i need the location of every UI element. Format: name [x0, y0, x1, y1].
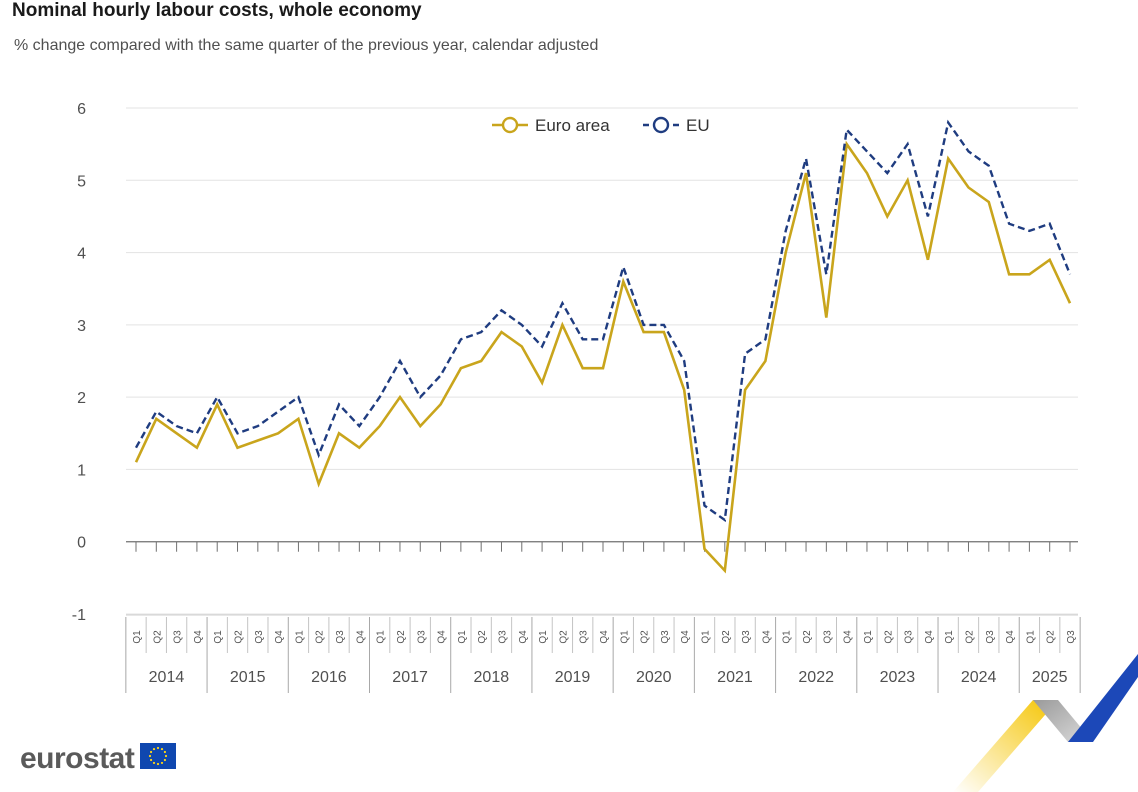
chart-subtitle: % change compared with the same quarter …: [14, 37, 599, 54]
x-axis: Q1 Q2 Q3 Q4 2014 Q1 Q2 Q3 Q4 2015 Q1 Q2 Q3 Q4 2016 Q1 Q2…: [125, 541, 1081, 693]
corner-decoration: [953, 654, 1138, 792]
y-tick-label: 4: [77, 246, 86, 263]
quarter-label: Q3: [904, 630, 915, 644]
flag-star: [152, 747, 155, 751]
flag-star: [148, 754, 151, 758]
quarter-label: Q4: [843, 630, 854, 644]
series-line-euro-area: [134, 140, 1072, 574]
y-tick-label: 0: [77, 535, 86, 552]
y-axis: -1 0 1 2 3 4 5 6: [72, 101, 86, 624]
quarter-label: Q3: [660, 630, 671, 644]
flag-star: [152, 761, 155, 765]
quarter-label: Q3: [1066, 630, 1077, 644]
quarter-label: Q1: [538, 630, 549, 644]
quarter-label: Q4: [680, 630, 691, 644]
quarter-label: Q2: [721, 630, 732, 644]
y-tick-label: 6: [77, 101, 86, 118]
quarter-label: Q1: [294, 630, 305, 644]
quarter-label: Q4: [193, 630, 204, 644]
year-label: 2016: [311, 669, 347, 686]
quarter-label: Q4: [761, 630, 772, 644]
quarter-label: Q2: [1046, 630, 1057, 644]
flag-star: [156, 746, 159, 750]
quarter-label: Q4: [518, 630, 529, 644]
quarter-label: Q3: [822, 630, 833, 644]
year-label: 2015: [230, 669, 266, 686]
flag-star: [149, 758, 152, 762]
year-label: 2024: [961, 669, 997, 686]
year-label: 2021: [717, 669, 753, 686]
quarter-label: Q3: [985, 630, 996, 644]
flag-star: [164, 754, 167, 758]
quarter-label: Q1: [619, 630, 630, 644]
quarter-label: Q4: [355, 630, 366, 644]
quarter-label: Q1: [457, 630, 468, 644]
series-line-eu: [134, 119, 1072, 523]
quarter-label: Q1: [944, 630, 955, 644]
quarter-label: Q2: [315, 630, 326, 644]
eurostat-logo: eurostat: [20, 742, 176, 776]
quarter-label: Q3: [254, 630, 265, 644]
flag-star: [160, 761, 163, 765]
legend-marker-icon: [501, 116, 519, 134]
y-tick-label: 1: [77, 462, 86, 479]
year-label: 2019: [555, 669, 591, 686]
legend-item-euro-area[interactable]: Euro area: [492, 116, 610, 135]
quarter-label: Q1: [863, 630, 874, 644]
quarter-label: Q3: [497, 630, 508, 644]
y-tick-label: -1: [72, 607, 86, 624]
grid-lines: [126, 107, 1078, 615]
quarter-label: Q1: [782, 630, 793, 644]
year-label: 2020: [636, 669, 672, 686]
y-tick-label: 2: [77, 390, 86, 407]
y-tick-label: 5: [77, 173, 86, 190]
quarter-label: Q1: [132, 630, 143, 644]
quarter-label: Q3: [416, 630, 427, 644]
quarter-label: Q2: [802, 630, 813, 644]
flag-star: [156, 762, 159, 766]
quarter-label: Q2: [558, 630, 569, 644]
quarter-label: Q3: [579, 630, 590, 644]
chart-title: Nominal hourly labour costs, whole econo…: [12, 0, 422, 21]
quarter-label: Q2: [640, 630, 651, 644]
series-lines: [134, 119, 1072, 574]
quarter-label: Q1: [1025, 630, 1036, 644]
year-label: 2014: [149, 669, 185, 686]
legend[interactable]: Euro area EU: [492, 116, 710, 135]
quarter-label: Q3: [335, 630, 346, 644]
quarter-label: Q2: [883, 630, 894, 644]
eu-flag-icon: [139, 743, 176, 769]
flag-star: [149, 750, 152, 754]
quarter-label: Q1: [376, 630, 387, 644]
quarter-label: Q1: [213, 630, 224, 644]
year-label: 2018: [474, 669, 510, 686]
legend-marker-icon: [652, 116, 670, 134]
quarter-label: Q2: [234, 630, 245, 644]
legend-label: Euro area: [535, 116, 610, 135]
quarter-label: Q2: [477, 630, 488, 644]
flag-star: [160, 747, 163, 751]
quarter-label: Q4: [274, 630, 285, 644]
quarter-label: Q4: [599, 630, 610, 644]
flag-star: [163, 758, 166, 762]
quarter-label: Q4: [1005, 630, 1016, 644]
quarter-label: Q4: [437, 630, 448, 644]
flag-star: [163, 750, 166, 754]
year-label: 2025: [1032, 669, 1068, 686]
quarter-label: Q1: [701, 630, 712, 644]
year-label: 2022: [798, 669, 834, 686]
y-tick-label: 3: [77, 318, 86, 335]
quarter-label: Q3: [173, 630, 184, 644]
quarter-label: Q3: [741, 630, 752, 644]
year-label: 2017: [392, 669, 428, 686]
quarter-label: Q4: [924, 630, 935, 644]
year-label: 2023: [880, 669, 916, 686]
legend-label: EU: [686, 116, 710, 135]
quarter-label: Q2: [152, 630, 163, 644]
quarter-label: Q2: [964, 630, 975, 644]
quarter-label: Q2: [396, 630, 407, 644]
logo-text: eurostat: [20, 742, 135, 775]
legend-item-eu[interactable]: EU: [643, 116, 710, 135]
